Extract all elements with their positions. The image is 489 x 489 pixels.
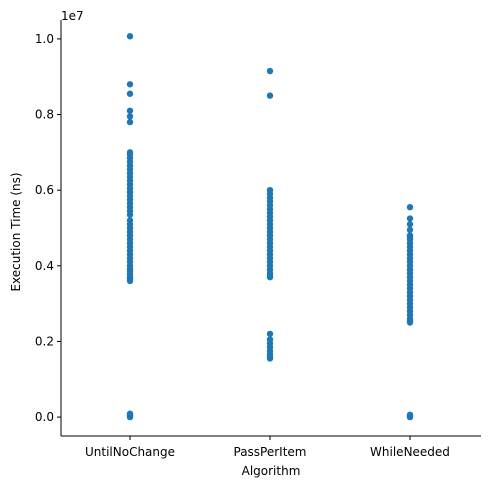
y-axis-title: Execution Time (ns) <box>9 172 23 291</box>
data-point <box>406 226 414 234</box>
data-point <box>406 232 414 239</box>
y-tick-label: 0.8 <box>35 108 54 122</box>
y-tick-label: 0.0 <box>35 410 54 424</box>
data-point <box>406 204 414 211</box>
data-point <box>266 330 274 338</box>
data-point <box>406 221 414 228</box>
y-axis-ticks: 0.0 0.2 0.4 0.6 0.8 1.0 <box>35 32 61 424</box>
y-tick-label: 0.6 <box>35 183 54 197</box>
data-point <box>126 118 134 126</box>
x-axis-ticks: UntilNoChange PassPerItem WhileNeeded <box>85 436 450 459</box>
data-point <box>126 90 134 97</box>
data-point <box>126 149 134 156</box>
data-points <box>126 33 414 421</box>
data-point <box>266 67 274 75</box>
data-point <box>266 92 274 99</box>
x-tick-label: UntilNoChange <box>85 445 175 459</box>
data-point <box>126 410 134 417</box>
data-point <box>126 107 134 114</box>
data-point <box>126 217 134 224</box>
x-axis-title: Algorithm <box>242 464 301 478</box>
y-offset-label: 1e7 <box>61 9 84 23</box>
x-tick-label: PassPerItem <box>234 445 307 459</box>
y-tick-label: 1.0 <box>35 32 54 46</box>
data-point <box>126 113 134 120</box>
data-point <box>406 215 414 222</box>
data-point <box>266 186 274 194</box>
y-tick-label: 0.2 <box>35 334 54 348</box>
data-point <box>266 336 274 343</box>
y-tick-label: 0.4 <box>35 259 54 273</box>
data-point <box>406 411 414 419</box>
data-point <box>126 81 134 88</box>
data-point <box>126 33 134 40</box>
x-tick-label: WhileNeeded <box>370 445 450 459</box>
